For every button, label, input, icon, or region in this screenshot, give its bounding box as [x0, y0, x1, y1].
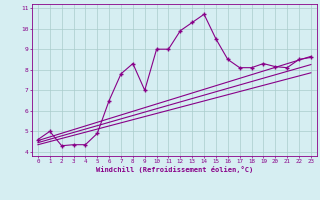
X-axis label: Windchill (Refroidissement éolien,°C): Windchill (Refroidissement éolien,°C): [96, 166, 253, 173]
